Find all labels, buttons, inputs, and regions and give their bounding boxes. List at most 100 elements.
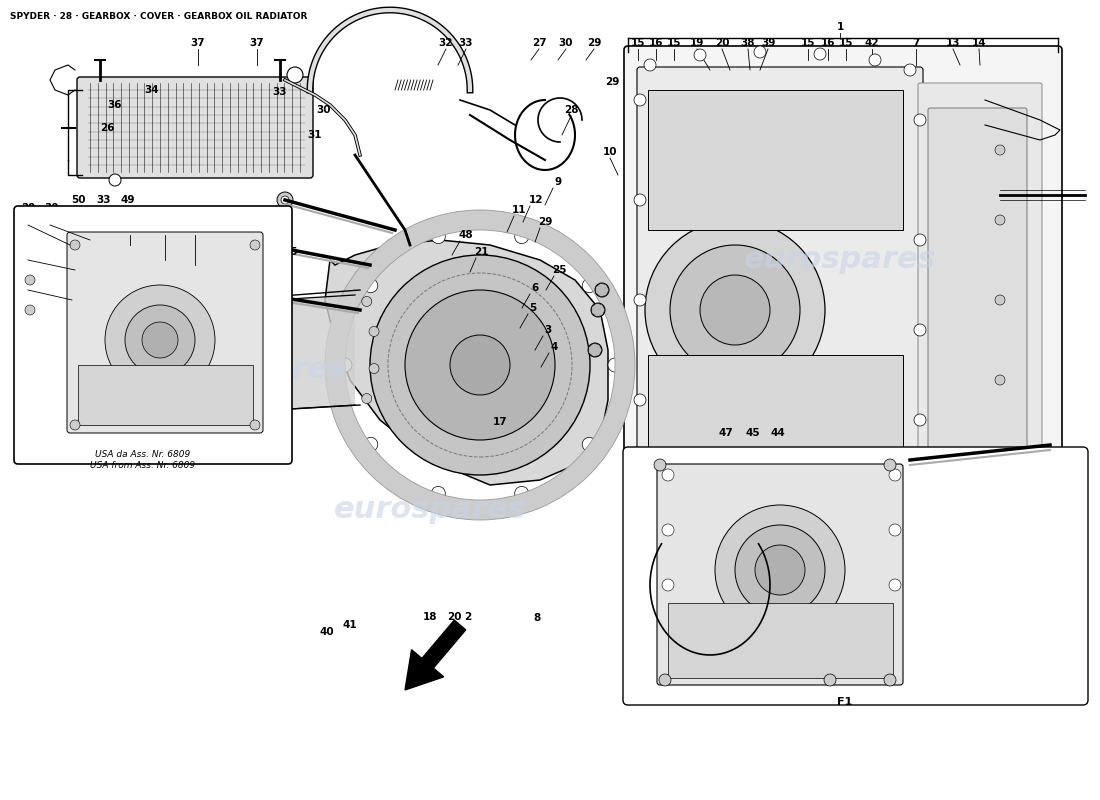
FancyBboxPatch shape (77, 77, 314, 178)
Text: 20: 20 (447, 612, 461, 622)
Circle shape (362, 394, 372, 403)
Circle shape (715, 505, 845, 635)
Circle shape (814, 48, 826, 60)
Text: 14: 14 (971, 38, 987, 48)
Circle shape (996, 215, 1005, 225)
Circle shape (250, 420, 260, 430)
Text: USA from Ass. Nr. 6809: USA from Ass. Nr. 6809 (90, 461, 196, 470)
Text: 15: 15 (838, 38, 854, 48)
Text: 50: 50 (21, 253, 35, 263)
Circle shape (230, 332, 246, 348)
Circle shape (889, 524, 901, 536)
Text: 6: 6 (531, 283, 539, 293)
Circle shape (869, 54, 881, 66)
Circle shape (591, 303, 605, 317)
Circle shape (634, 494, 646, 506)
Circle shape (754, 554, 766, 566)
Bar (648, 90, 903, 230)
FancyBboxPatch shape (928, 108, 1027, 522)
Circle shape (109, 174, 121, 186)
Text: 46: 46 (845, 675, 859, 685)
Circle shape (368, 363, 379, 374)
Text: 23: 23 (241, 322, 255, 332)
Circle shape (904, 536, 916, 548)
Polygon shape (110, 295, 355, 420)
Polygon shape (588, 343, 602, 357)
Text: 47: 47 (953, 565, 967, 575)
Text: 49: 49 (121, 195, 135, 205)
Text: 31: 31 (308, 130, 322, 140)
Circle shape (889, 469, 901, 481)
Polygon shape (324, 240, 608, 485)
Text: 45: 45 (746, 428, 760, 438)
Text: 10: 10 (603, 147, 617, 157)
Text: eurospares: eurospares (673, 495, 867, 525)
Circle shape (634, 394, 646, 406)
Text: 9: 9 (554, 177, 562, 187)
Text: 30: 30 (45, 203, 59, 213)
Circle shape (996, 295, 1005, 305)
Circle shape (236, 236, 244, 244)
Text: 15: 15 (801, 38, 815, 48)
Text: 3: 3 (544, 325, 551, 335)
Polygon shape (596, 283, 609, 297)
Circle shape (700, 275, 770, 345)
Text: 44: 44 (764, 665, 780, 675)
Text: 16: 16 (649, 38, 663, 48)
Circle shape (654, 459, 666, 471)
Circle shape (884, 674, 896, 686)
Text: 28: 28 (563, 105, 579, 115)
Text: 30: 30 (317, 105, 331, 115)
Text: 50: 50 (70, 195, 86, 205)
Text: 29: 29 (41, 372, 55, 382)
Circle shape (25, 305, 35, 315)
Text: SPYDER · 28 · GEARBOX · COVER · GEARBOX OIL RADIATOR: SPYDER · 28 · GEARBOX · COVER · GEARBOX … (10, 12, 307, 21)
Circle shape (250, 240, 260, 250)
Circle shape (608, 358, 622, 372)
Text: 37: 37 (250, 38, 264, 48)
Circle shape (70, 240, 80, 250)
Wedge shape (324, 210, 635, 520)
Circle shape (662, 469, 674, 481)
Circle shape (234, 336, 242, 344)
FancyBboxPatch shape (14, 206, 292, 464)
Text: 39: 39 (761, 38, 776, 48)
Circle shape (824, 674, 836, 686)
Circle shape (277, 192, 293, 208)
Text: 15: 15 (630, 38, 646, 48)
Circle shape (634, 294, 646, 306)
Circle shape (644, 546, 656, 558)
Text: 17: 17 (493, 417, 507, 427)
Circle shape (104, 285, 214, 395)
Text: 37: 37 (190, 38, 206, 48)
Circle shape (25, 275, 35, 285)
Text: 43: 43 (669, 558, 683, 568)
Circle shape (634, 194, 646, 206)
Text: 30: 30 (559, 38, 573, 48)
Text: 47: 47 (869, 675, 883, 685)
Circle shape (670, 245, 800, 375)
Text: 22: 22 (254, 298, 268, 308)
Circle shape (694, 49, 706, 61)
Text: eurospares: eurospares (333, 495, 527, 525)
FancyBboxPatch shape (637, 67, 923, 563)
Circle shape (280, 196, 289, 204)
Circle shape (634, 94, 646, 106)
Circle shape (595, 283, 609, 297)
Text: 21: 21 (211, 308, 226, 318)
Circle shape (755, 545, 805, 595)
Text: 4: 4 (550, 342, 558, 352)
Circle shape (645, 220, 825, 400)
Text: 33: 33 (273, 87, 287, 97)
Text: 25: 25 (552, 265, 567, 275)
Text: 16: 16 (821, 38, 835, 48)
Text: 12: 12 (654, 548, 669, 558)
Circle shape (914, 414, 926, 426)
Circle shape (662, 579, 674, 591)
Text: 30: 30 (21, 360, 35, 370)
Text: 7: 7 (912, 38, 920, 48)
Circle shape (914, 324, 926, 336)
Text: 36: 36 (266, 275, 282, 285)
Text: 47: 47 (718, 428, 734, 438)
Text: 42: 42 (865, 38, 879, 48)
